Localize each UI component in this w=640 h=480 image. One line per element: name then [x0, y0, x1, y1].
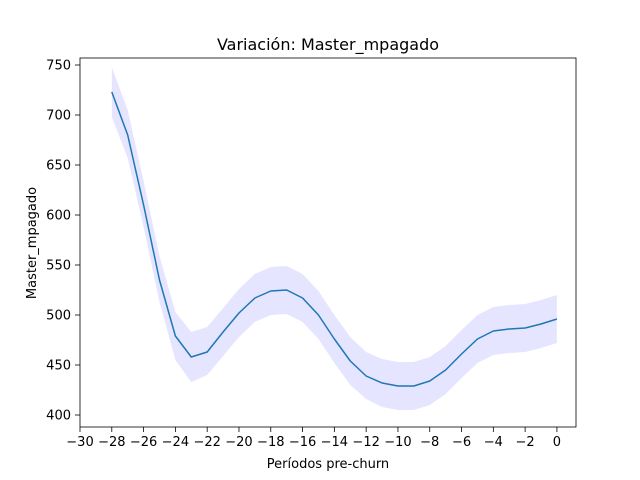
x-tick-label: −20: [225, 435, 252, 450]
chart-title: Variación: Master_mpagado: [217, 35, 439, 55]
y-axis: 400 450 500 550 600 650 700 750: [46, 59, 80, 424]
y-axis-title: Master_mpagado: [25, 187, 40, 299]
x-tick-label: −14: [321, 435, 348, 450]
y-tick-label: 600: [46, 209, 71, 224]
y-tick-label: 750: [46, 59, 71, 74]
x-tick-label: −30: [66, 435, 93, 450]
x-tick-label: −6: [452, 435, 471, 450]
x-tick-label: −22: [193, 435, 220, 450]
x-tick-label: −28: [98, 435, 125, 450]
y-tick-label: 550: [46, 259, 71, 274]
x-tick-label: −18: [257, 435, 284, 450]
x-tick-label: −2: [516, 435, 535, 450]
x-axis-title: Períodos pre-churn: [267, 457, 389, 472]
y-tick-label: 450: [46, 359, 71, 374]
plot-area: [111, 67, 558, 410]
x-tick-label: 0: [553, 435, 561, 450]
series-line: [111, 91, 558, 387]
x-tick-label: −8: [420, 435, 439, 450]
y-tick-label: 500: [46, 309, 71, 324]
y-tick-label: 700: [46, 109, 71, 124]
x-tick-label: −12: [352, 435, 379, 450]
x-tick-label: −10: [384, 435, 411, 450]
x-tick-label: −24: [162, 435, 189, 450]
x-tick-label: −4: [484, 435, 503, 450]
confidence-band: [111, 67, 557, 410]
y-tick-label: 400: [46, 409, 71, 424]
x-tick-label: −16: [289, 435, 316, 450]
x-axis: −30 −28 −26 −24 −22 −20 −18 −16 −14 −12 −10 −8 −6 −4−…: [66, 427, 561, 450]
x-tick-label: −26: [130, 435, 157, 450]
y-tick-label: 650: [46, 159, 71, 174]
plot-frame: [79, 57, 577, 428]
